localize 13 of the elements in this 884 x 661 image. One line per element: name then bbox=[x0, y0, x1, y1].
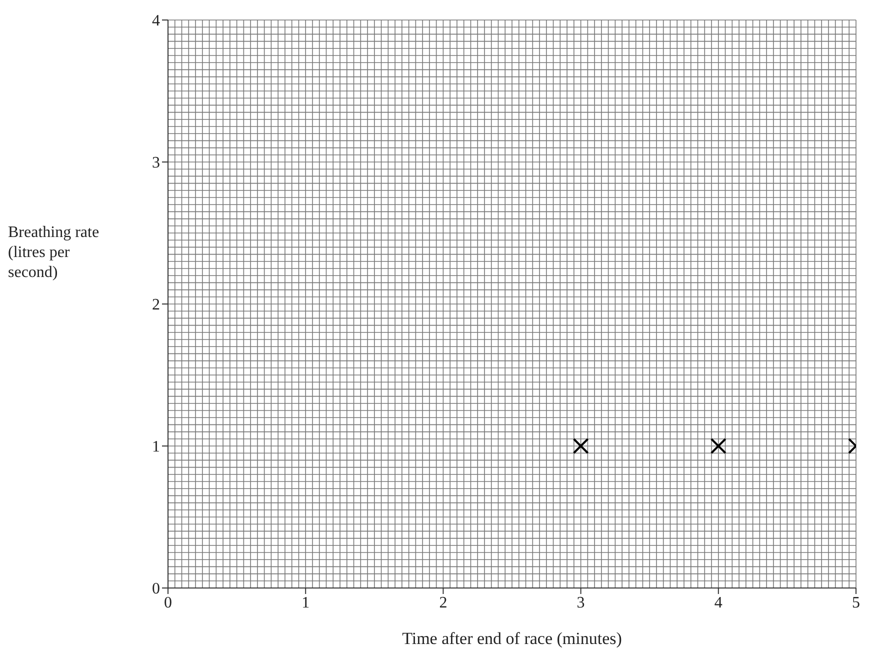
y-tick-label: 3 bbox=[152, 154, 160, 172]
x-tick-label: 0 bbox=[164, 594, 172, 612]
y-tick-label: 2 bbox=[152, 296, 160, 314]
y-tick-label: 4 bbox=[152, 12, 160, 30]
x-tick-label: 4 bbox=[714, 594, 722, 612]
y-tick-label: 0 bbox=[152, 580, 160, 598]
x-axis-title: Time after end of race (minutes) bbox=[402, 629, 622, 648]
x-tick-label: 5 bbox=[852, 594, 860, 612]
y-axis-title: Breathing rate (litres per second) bbox=[8, 223, 100, 283]
x-tick-label: 3 bbox=[576, 594, 585, 612]
x-tick-label: 1 bbox=[302, 594, 310, 612]
x-tick-label: 2 bbox=[439, 594, 448, 612]
y-tick-label: 1 bbox=[152, 438, 160, 456]
